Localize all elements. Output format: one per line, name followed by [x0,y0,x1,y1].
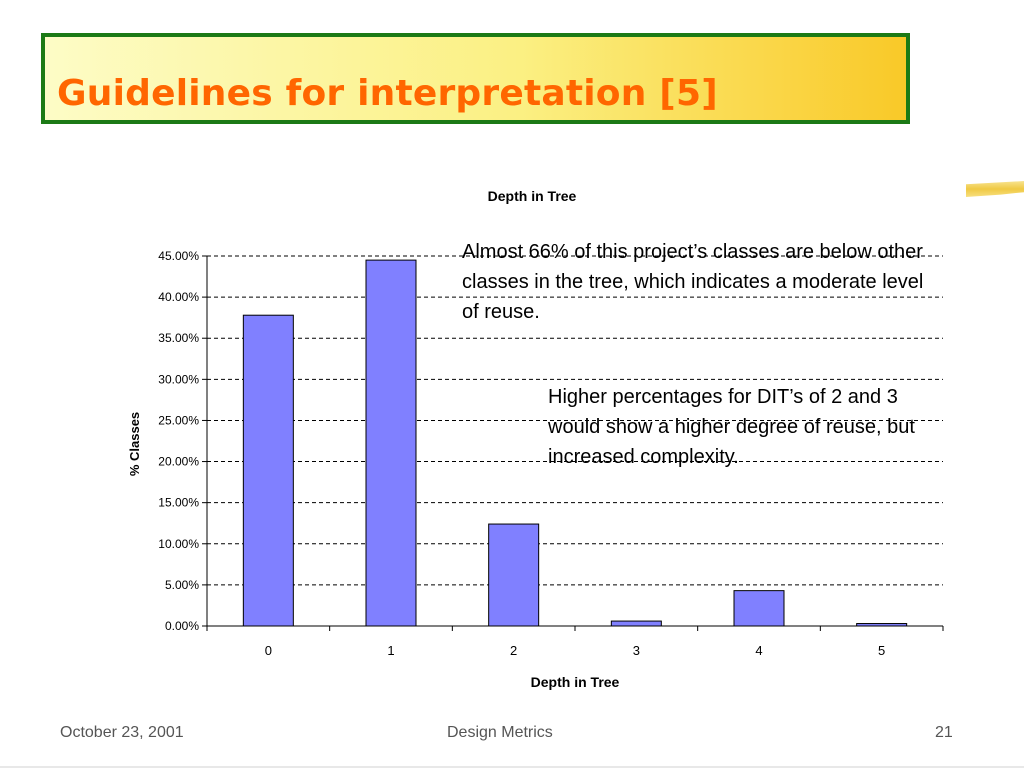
bars [242,259,908,627]
highlighter-stroke-decoration [966,181,1024,197]
y-tick-label: 5.00% [165,578,199,592]
annotation-higher-dit: Higher percentages for DIT’s of 2 and 3 … [548,386,915,468]
gridlines [207,255,943,586]
x-tick-label: 3 [633,643,640,658]
x-axis-label: Depth in Tree [531,674,620,690]
x-tick-label: 5 [878,643,885,658]
x-tick-label: 2 [510,643,517,658]
footer-title: Design Metrics [447,724,553,741]
y-tick-label: 40.00% [158,290,199,304]
chart-title: Depth in Tree [488,188,577,204]
tick-labels: 0.00% 5.00% 10.00% 15.00% 20.00% 25.00% 30.00%… [158,249,885,658]
bar-depth-1 [365,259,417,627]
bar-depth-2 [488,523,540,627]
page-number: 21 [935,724,953,741]
x-tick-label: 0 [265,643,272,658]
axes [202,255,944,631]
x-tick-label: 1 [387,643,394,658]
slide-title: Guidelines for interpretation [5] [57,73,718,114]
footer-divider [0,766,1024,768]
annotation-reuse-level: Almost 66% of this project’s classes are… [462,241,924,323]
y-tick-label: 45.00% [158,249,199,263]
x-tick-label: 4 [755,643,762,658]
bar-depth-5 [856,623,908,627]
y-tick-label: 10.00% [158,537,199,551]
y-tick-label: 25.00% [158,413,199,427]
y-tick-label: 0.00% [165,619,199,633]
bar-depth-3 [610,620,662,627]
y-axis-label: % Classes [127,412,142,476]
slide-title-box: Guidelines for interpretation [5] [41,33,910,124]
bar-depth-4 [733,590,785,627]
bar-depth-0 [242,314,294,627]
y-tick-label: 15.00% [158,496,199,510]
y-tick-label: 35.00% [158,331,199,345]
y-tick-label: 20.00% [158,455,199,469]
footer-date: October 23, 2001 [60,724,184,741]
y-tick-label: 30.00% [158,372,199,386]
